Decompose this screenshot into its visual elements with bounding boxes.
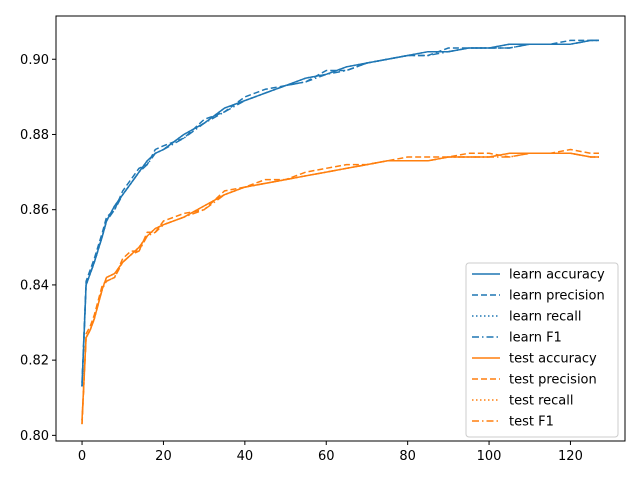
y-tick-label: 0.80 [20, 429, 49, 444]
plot-area [81, 39, 599, 425]
y-tick-label: 0.90 [20, 53, 49, 68]
x-tick-label: 120 [558, 449, 583, 464]
legend-label-learn-f1: learn F1 [509, 331, 562, 346]
axis-ticks: 0 20 40 60 80 100 120 0.80 0.82 0.84 0.86 0.88 0.90 [20, 53, 583, 464]
legend-label-test-precision: test precision [509, 373, 597, 388]
series-line-test-precision [81, 148, 599, 425]
legend-label-test-recall: test recall [509, 394, 574, 409]
x-tick-label: 0 [78, 449, 86, 464]
axes-frame [55, 15, 626, 442]
legend-label-learn-precision: learn precision [509, 289, 605, 304]
y-tick-label: 0.88 [20, 128, 49, 143]
legend-label-test-f1: test F1 [509, 415, 554, 430]
legend-label-test-accuracy: test accuracy [509, 352, 597, 367]
series-line-learn-f1 [81, 39, 599, 387]
legend-label-learn-recall: learn recall [509, 310, 581, 325]
y-tick-label: 0.86 [20, 203, 49, 218]
x-tick-label: 60 [318, 449, 335, 464]
legend-label-learn-accuracy: learn accuracy [509, 268, 605, 283]
legend: learn accuracy learn precision learn recal… [465, 262, 619, 438]
legend-box [465, 262, 619, 438]
series-line-learn-recall [81, 39, 599, 387]
series-line-test-recall [81, 152, 599, 421]
x-tick-label: 40 [237, 449, 254, 464]
x-tick-label: 20 [155, 449, 172, 464]
y-tick-label: 0.84 [20, 278, 49, 293]
x-tick-label: 100 [477, 449, 502, 464]
x-tick-label: 80 [399, 449, 416, 464]
y-tick-label: 0.82 [20, 354, 49, 369]
